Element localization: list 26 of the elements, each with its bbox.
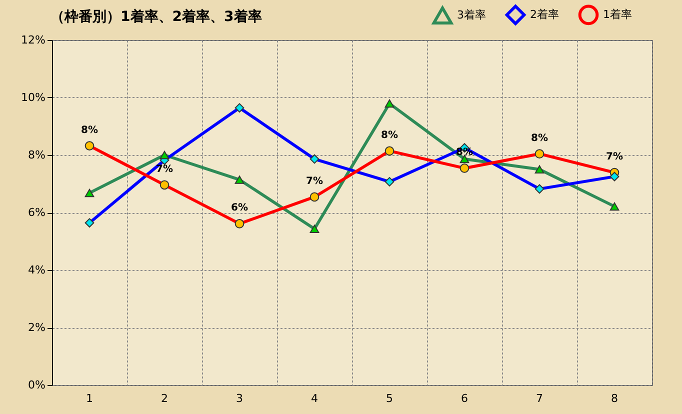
y-tick-label: 4% [28,264,46,276]
data-label: 8% [531,132,548,144]
data-label: 6% [231,202,248,214]
y-tick-label: 8% [28,148,46,162]
x-tick-label: 1 [86,392,93,405]
x-tick-label: 2 [161,392,168,405]
x-tick-label: 7 [536,392,543,405]
data-label: 7% [306,176,323,187]
data-label: 8% [381,130,398,141]
legend-label: 2着率 [530,8,559,21]
y-tick-label: 12% [21,34,46,46]
x-tick-label: 8 [611,392,618,405]
data-label: 8% [81,124,98,136]
x-tick-label: 4 [311,392,318,405]
y-tick-label: 10% [21,91,46,104]
legend-label: 1着率 [603,8,632,21]
y-tick-label: 6% [28,206,46,219]
y-tick-label: 0% [28,378,46,392]
x-tick-label: 3 [236,392,243,405]
y-tick-label: 2% [28,321,46,334]
x-tick-label: 6 [461,392,468,405]
data-label: 7% [606,152,623,163]
legend-label: 3着率 [457,8,486,22]
x-tick-label: 5 [386,392,393,405]
data-label: 7% [156,164,173,175]
chart-title: （枠番別）1着率、2着率、3着率 [50,8,262,25]
